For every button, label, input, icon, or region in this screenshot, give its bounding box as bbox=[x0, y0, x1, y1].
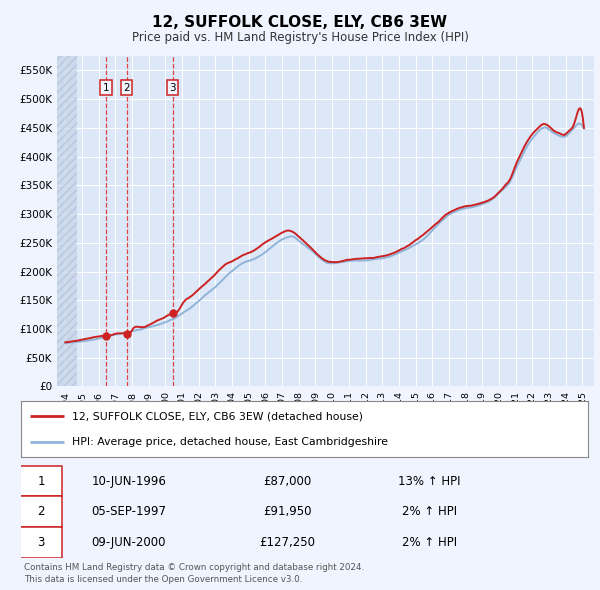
Text: 3: 3 bbox=[169, 83, 176, 93]
Text: 2% ↑ HPI: 2% ↑ HPI bbox=[401, 505, 457, 518]
Text: 05-SEP-1997: 05-SEP-1997 bbox=[91, 505, 166, 518]
Text: 13% ↑ HPI: 13% ↑ HPI bbox=[398, 474, 460, 487]
Text: This data is licensed under the Open Government Licence v3.0.: This data is licensed under the Open Gov… bbox=[24, 575, 302, 584]
Text: Price paid vs. HM Land Registry's House Price Index (HPI): Price paid vs. HM Land Registry's House … bbox=[131, 31, 469, 44]
Text: £127,250: £127,250 bbox=[259, 536, 316, 549]
Text: HPI: Average price, detached house, East Cambridgeshire: HPI: Average price, detached house, East… bbox=[72, 437, 388, 447]
FancyBboxPatch shape bbox=[20, 466, 62, 496]
Text: £91,950: £91,950 bbox=[263, 505, 312, 518]
FancyBboxPatch shape bbox=[20, 496, 62, 527]
Text: 2: 2 bbox=[37, 505, 45, 518]
Text: £87,000: £87,000 bbox=[263, 474, 311, 487]
Text: 09-JUN-2000: 09-JUN-2000 bbox=[91, 536, 166, 549]
Bar bbox=[57, 56, 77, 386]
Text: 1: 1 bbox=[37, 474, 45, 487]
Text: 12, SUFFOLK CLOSE, ELY, CB6 3EW (detached house): 12, SUFFOLK CLOSE, ELY, CB6 3EW (detache… bbox=[72, 411, 363, 421]
Text: 3: 3 bbox=[37, 536, 45, 549]
Text: 2% ↑ HPI: 2% ↑ HPI bbox=[401, 536, 457, 549]
Text: 2: 2 bbox=[123, 83, 130, 93]
FancyBboxPatch shape bbox=[20, 527, 62, 558]
Text: Contains HM Land Registry data © Crown copyright and database right 2024.: Contains HM Land Registry data © Crown c… bbox=[24, 563, 364, 572]
Text: 12, SUFFOLK CLOSE, ELY, CB6 3EW: 12, SUFFOLK CLOSE, ELY, CB6 3EW bbox=[152, 15, 448, 30]
Text: 10-JUN-1996: 10-JUN-1996 bbox=[91, 474, 166, 487]
Text: 1: 1 bbox=[103, 83, 109, 93]
